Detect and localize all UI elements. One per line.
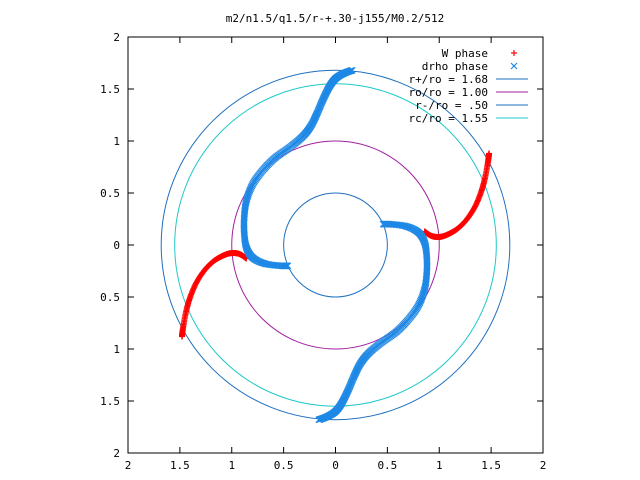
data-point <box>284 262 292 270</box>
circle-1-68 <box>160 69 511 421</box>
y-tick-label: 0 <box>113 239 120 252</box>
x-tick-label: 1.5 <box>170 459 190 472</box>
points-layer <box>178 66 493 424</box>
legend-label: drho phase <box>422 60 488 73</box>
legend-label: ro/ro = 1.00 <box>409 86 488 99</box>
y-tick-label: 0.5 <box>100 291 120 304</box>
x-tick-label: 1.5 <box>481 459 501 472</box>
legend-label: rc/ro = 1.55 <box>409 112 488 125</box>
legend-label: r+/ro = 1.68 <box>409 73 488 86</box>
legend-label: r-/ro = .50 <box>415 99 488 112</box>
legend-marker <box>511 50 517 56</box>
y-tick-label: 1.5 <box>100 83 120 96</box>
legend-marker <box>510 62 518 70</box>
y-tick-label: 0.5 <box>100 187 120 200</box>
y-tick-label: 2 <box>113 31 120 44</box>
x-tick-label: 0 <box>332 459 339 472</box>
chart-title: m2/n1.5/q1.5/r-+.30-j155/M0.2/512 <box>226 12 445 25</box>
x-tick-label: 1 <box>436 459 443 472</box>
data-point <box>379 220 387 228</box>
ticks-layer: 2 1.5 1 0.5 0 0.5 1 1.5 221.510.500.511.52 <box>100 31 546 472</box>
x-tick-label: 0.5 <box>377 459 397 472</box>
y-tick-label: 1.5 <box>100 395 120 408</box>
y-tick-label: 1 <box>113 343 120 356</box>
legend-label: W phase <box>442 47 488 60</box>
y-tick-label: 2 <box>113 447 120 460</box>
y-tick-label: 1 <box>113 135 120 148</box>
circle-1 <box>231 140 440 350</box>
x-tick-label: 1 <box>228 459 235 472</box>
x-tick-label: 0.5 <box>274 459 294 472</box>
circle-0-5 <box>283 192 388 298</box>
x-tick-label: 2 <box>125 459 132 472</box>
x-tick-label: 2 <box>540 459 547 472</box>
